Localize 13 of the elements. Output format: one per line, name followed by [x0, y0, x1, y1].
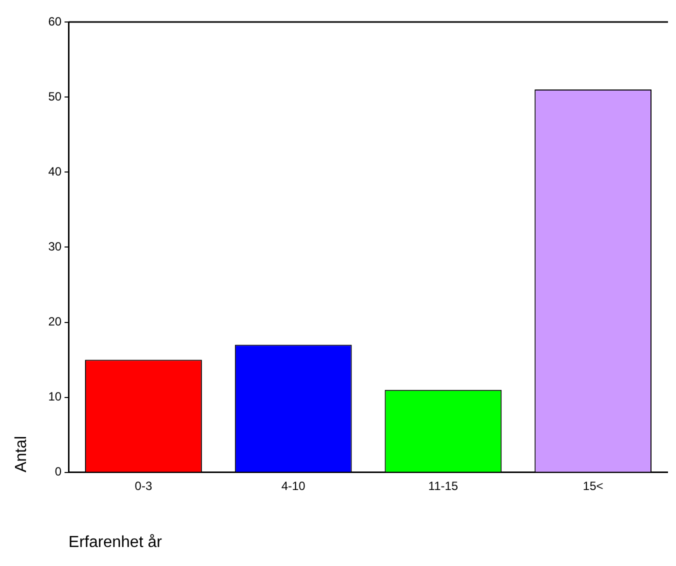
- y-axis-title: Antal: [13, 436, 30, 472]
- y-tick-label: 20: [48, 314, 62, 329]
- x-tick-label: 4-10: [281, 478, 306, 493]
- x-tick-label: 0-3: [134, 478, 152, 493]
- y-tick-label: 0: [54, 464, 62, 479]
- y-tick-label: 30: [48, 240, 62, 254]
- x-tick-label: 15<: [582, 478, 604, 493]
- y-tick-label: 50: [48, 89, 62, 104]
- y-tick-label: 40: [48, 164, 62, 178]
- x-tick-label: 11-15: [428, 478, 458, 493]
- x-axis-title: Erfarenhet år: [68, 534, 163, 551]
- y-tick-label: 60: [48, 14, 62, 28]
- y-tick-label: 10: [48, 390, 62, 404]
